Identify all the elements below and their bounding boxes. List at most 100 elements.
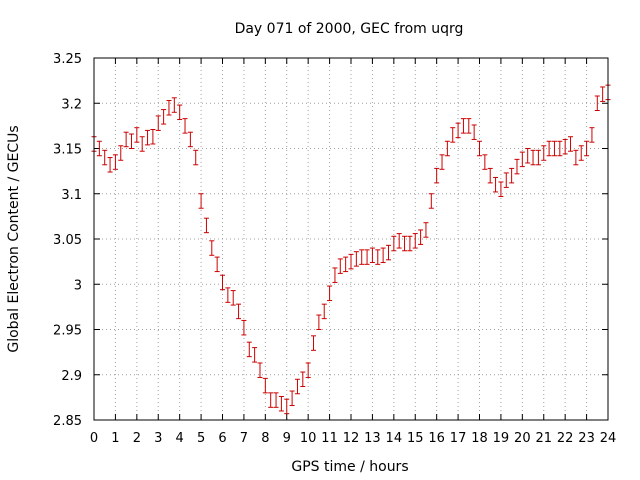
x-tick-label: 10 [300, 431, 317, 446]
data-point [203, 217, 209, 234]
x-tick-label: 15 [407, 431, 424, 446]
x-tick-label: 11 [321, 431, 338, 446]
data-point [220, 274, 225, 291]
data-point [353, 251, 359, 267]
x-tick-label: 4 [176, 431, 184, 446]
y-tick-label: 3.25 [53, 52, 82, 67]
data-point [348, 253, 354, 270]
x-tick-label: 8 [261, 431, 269, 446]
y-tick-label: 2.95 [53, 324, 82, 339]
x-tick-labels: 0 1 2 3 4 5 6 7 8 9 10 11 12 13 14 15 16 17 18 19 20 21 22 23 24 [90, 431, 616, 446]
data-point [493, 176, 499, 193]
data-point [177, 104, 183, 121]
data-point [337, 258, 343, 274]
data-point [107, 157, 113, 173]
data-point [487, 167, 493, 184]
data-point [402, 235, 408, 252]
y-tick-labels: 2.85 2.9 2.95 3 3.05 3.1 3.15 3.2 3.25 [53, 52, 82, 429]
y-tick-label: 3.2 [61, 97, 82, 112]
data-point [530, 149, 536, 166]
data-point [155, 115, 161, 131]
x-tick-label: 9 [283, 431, 291, 446]
data-point [450, 127, 456, 143]
x-tick-label: 22 [557, 431, 574, 446]
data-point [118, 145, 124, 161]
data-point [369, 247, 375, 264]
data-point [182, 118, 188, 134]
data-point [546, 140, 552, 157]
data-point [578, 145, 584, 161]
x-tick-label: 19 [493, 431, 510, 446]
y-tick-label: 3.05 [53, 233, 82, 248]
data-point [600, 86, 606, 102]
data-point [541, 145, 547, 161]
data-point [102, 149, 108, 166]
data-point [434, 167, 440, 184]
y-tick-label: 2.85 [53, 414, 82, 429]
data-point [128, 133, 134, 149]
data-point [252, 347, 258, 363]
data-point [112, 154, 118, 170]
data-point [332, 267, 338, 283]
plot-frame [93, 57, 609, 421]
y-tick-label: 3.1 [61, 188, 82, 203]
data-point [380, 247, 386, 264]
data-point [568, 136, 574, 152]
x-tick-label: 14 [386, 431, 403, 446]
gridlines [94, 58, 608, 420]
data-point [573, 149, 579, 166]
x-tick-label: 21 [535, 431, 552, 446]
data-point [193, 149, 199, 166]
x-tick-label: 7 [240, 431, 248, 446]
x-tick-label: 20 [514, 431, 531, 446]
data-point [294, 378, 300, 395]
data-point [557, 140, 563, 157]
x-tick-label: 5 [197, 431, 205, 446]
x-tick-label: 3 [154, 431, 162, 446]
data-point [418, 229, 424, 245]
data-point [139, 136, 145, 152]
x-tick-label: 2 [133, 431, 141, 446]
data-point [594, 95, 600, 111]
data-point [96, 140, 102, 157]
data-point [278, 395, 284, 412]
x-tick-label: 23 [578, 431, 595, 446]
data-point [134, 127, 140, 143]
data-point [391, 235, 397, 252]
data-point [289, 390, 295, 407]
data-point [311, 335, 317, 351]
data-point [514, 158, 520, 175]
y-tick-label: 3.15 [53, 143, 82, 158]
x-tick-label: 6 [218, 431, 226, 446]
data-point [343, 256, 349, 273]
chart-title: Day 071 of 2000, GEC from uqrg [235, 21, 464, 37]
data-point [257, 362, 263, 378]
data-point [551, 140, 557, 157]
data-point [225, 287, 231, 303]
data-point [327, 285, 333, 302]
data-point [562, 138, 568, 155]
data-point [535, 149, 541, 166]
x-tick-label: 24 [600, 431, 617, 446]
data-point [161, 109, 167, 125]
data-point [214, 256, 220, 273]
data-point [198, 193, 204, 209]
data-point [300, 371, 306, 388]
data-point [209, 240, 215, 256]
data-point [423, 222, 429, 238]
data-point [584, 140, 590, 157]
data-point [428, 193, 434, 209]
data-point [262, 377, 268, 394]
y-tick-label: 2.9 [61, 369, 82, 384]
x-tick-label: 16 [428, 431, 445, 446]
data-point [519, 151, 525, 168]
data-point [407, 235, 413, 252]
data-point [471, 124, 477, 140]
data-point [284, 398, 290, 415]
data-point [241, 319, 247, 336]
data-point [166, 100, 172, 116]
data-point [187, 131, 193, 148]
data-point [246, 341, 252, 358]
data-point [509, 167, 515, 184]
data-point [268, 392, 274, 408]
